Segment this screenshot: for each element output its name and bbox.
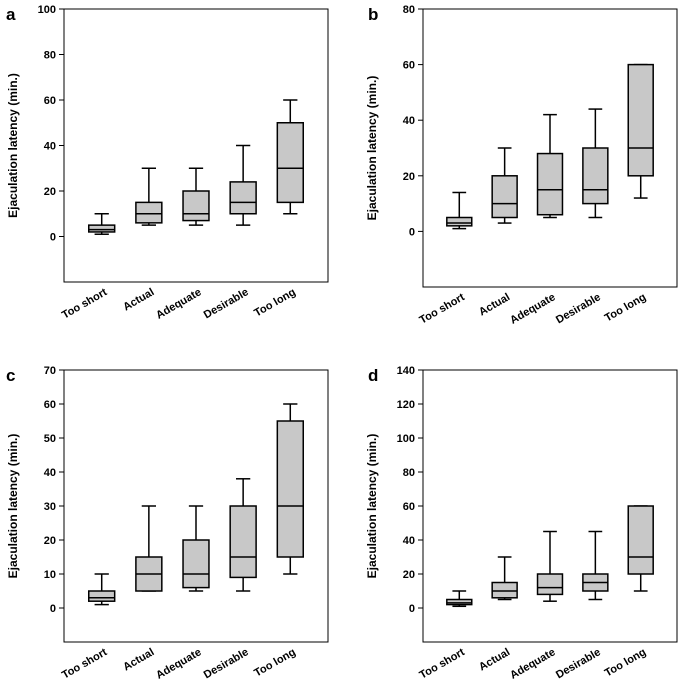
- box-actual: [135, 201, 163, 224]
- panel-label: a: [6, 5, 16, 24]
- panel-d: d 0 20 40 60 80 100 120 140 Ejaculation latency (…: [365, 365, 678, 682]
- y-tick-label: 50: [44, 433, 56, 445]
- category-label: Adequate: [154, 286, 203, 321]
- y-axis-title: Ejaculation latency (min.): [6, 434, 20, 579]
- category-label: Too long: [603, 646, 649, 679]
- category-label: Desirable: [554, 291, 603, 326]
- y-tick-label: 100: [38, 4, 56, 16]
- panel-b: b 0 20 40 60 80 Ejaculation latency (min.) Too …: [365, 4, 678, 327]
- box-desirable: [229, 505, 257, 579]
- y-tick-label: 0: [50, 232, 56, 244]
- box-too-long: [276, 122, 305, 204]
- box-adequate: [182, 190, 210, 222]
- box-desirable: [582, 147, 609, 205]
- y-axis-title: Ejaculation latency (min.): [6, 73, 20, 218]
- box-too-short: [88, 590, 116, 602]
- y-axis-title: Ejaculation latency (min.): [365, 434, 379, 579]
- y-tick-label: 140: [397, 365, 415, 377]
- category-label: Too short: [418, 646, 468, 682]
- panel-label: d: [368, 366, 378, 385]
- box-desirable: [229, 181, 257, 215]
- y-tick-label: 20: [44, 186, 56, 198]
- category-label: Too short: [60, 646, 110, 682]
- y-tick-label: 0: [409, 226, 415, 238]
- box-adequate: [536, 573, 564, 596]
- category-label: Actual: [121, 286, 156, 313]
- box-actual: [491, 581, 518, 599]
- y-tick-label: 20: [44, 535, 56, 547]
- category-label: Too long: [603, 291, 649, 324]
- category-label: Adequate: [508, 646, 557, 681]
- box-too-long: [627, 63, 654, 177]
- box-too-long: [627, 505, 654, 575]
- y-tick-label: 80: [44, 50, 56, 62]
- y-tick-label: 120: [397, 399, 415, 411]
- category-label: Too short: [418, 291, 468, 327]
- box-actual: [491, 175, 518, 219]
- box-too-long: [276, 420, 305, 558]
- y-tick-label: 20: [403, 569, 415, 581]
- panel-a: a 0 20 40 60 80 100 Ejaculation latency (min.) T…: [6, 4, 329, 322]
- y-tick-label: 80: [403, 467, 415, 479]
- category-label: Actual: [477, 646, 512, 673]
- panel-label: c: [6, 366, 15, 385]
- y-tick-label: 10: [44, 569, 56, 581]
- category-label: Adequate: [154, 646, 203, 681]
- box-too-short: [88, 224, 116, 233]
- box-too-short: [446, 598, 473, 606]
- y-tick-label: 60: [44, 95, 56, 107]
- y-tick-label: 100: [397, 433, 415, 445]
- category-label: Desirable: [202, 646, 251, 681]
- box-adequate: [182, 539, 210, 589]
- y-tick-label: 20: [403, 171, 415, 183]
- y-tick-label: 40: [403, 115, 415, 127]
- box-too-short: [446, 216, 473, 227]
- category-label: Adequate: [508, 291, 557, 326]
- y-axis-title: Ejaculation latency (min.): [365, 76, 379, 221]
- category-label: Too long: [252, 286, 298, 319]
- plot-frame: [422, 8, 678, 288]
- y-tick-label: 0: [50, 603, 56, 615]
- category-label: Desirable: [554, 646, 603, 681]
- category-label: Desirable: [202, 286, 251, 321]
- y-tick-label: 40: [44, 141, 56, 153]
- category-label: Actual: [121, 646, 156, 673]
- y-tick-label: 30: [44, 501, 56, 513]
- y-tick-label: 40: [403, 535, 415, 547]
- y-tick-label: 60: [403, 501, 415, 513]
- y-tick-label: 40: [44, 467, 56, 479]
- y-tick-label: 60: [403, 60, 415, 72]
- y-tick-label: 0: [409, 603, 415, 615]
- y-tick-label: 70: [44, 365, 56, 377]
- category-label: Too short: [60, 286, 110, 322]
- panel-label: b: [368, 5, 378, 24]
- panel-c: c 0 10 20 30 40 50 60 70 Ejaculation latency (min…: [6, 365, 329, 682]
- y-tick-label: 60: [44, 399, 56, 411]
- box-adequate: [536, 152, 564, 216]
- y-tick-label: 80: [403, 4, 415, 16]
- category-label: Too long: [252, 646, 298, 679]
- category-label: Actual: [477, 291, 512, 318]
